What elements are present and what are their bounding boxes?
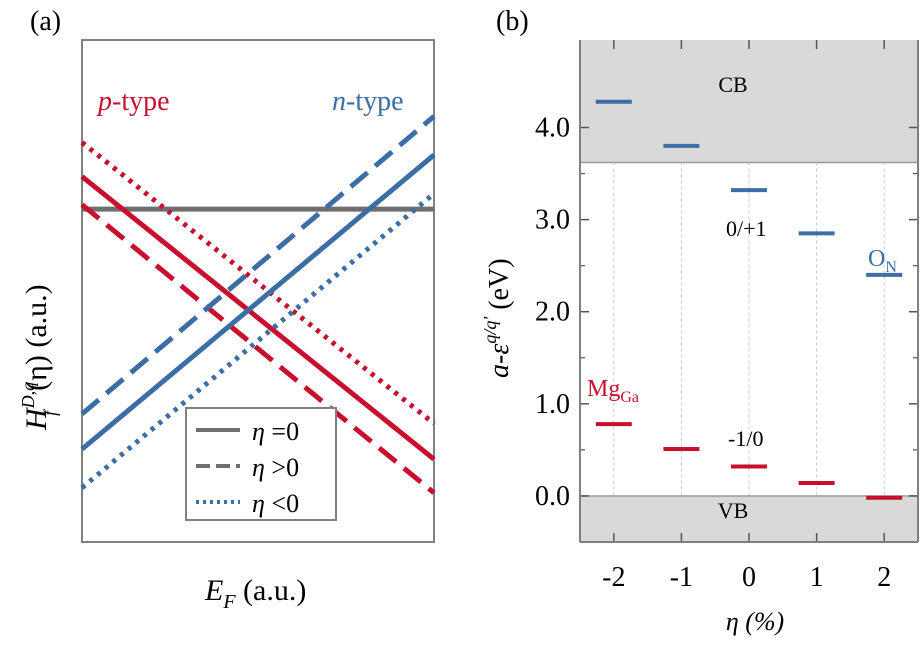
o-series-label: ON: [868, 246, 897, 276]
panel-a-ylabel: HD,qf(η) (a.u.): [18, 284, 60, 431]
panel-b-ticks: 0.0 1.0 2.0 3.0 4.0 -2 -1 0 1 2: [535, 40, 918, 593]
panel-b: (b) 0.0 1.0 2.0 3.0 4.0 -2 -1 0 1 2 CB VB 0/+1 -1…: [480, 6, 919, 636]
mg-transition-label: -1/0: [728, 426, 763, 451]
panel-a-series: [80, 114, 436, 495]
line-n-type-dashed: [80, 114, 436, 416]
panel-b-grid: [613, 162, 885, 496]
y-tick-label: 1.0: [535, 389, 570, 420]
line-p-type-dotted: [80, 140, 436, 426]
x-tick-label: -1: [670, 562, 693, 593]
line-p-type-solid: [80, 174, 436, 462]
band-cb: [580, 40, 918, 163]
line-n-type-solid: [80, 153, 436, 452]
cb-band-label: CB: [718, 72, 747, 97]
mg-series-label: MgGa: [587, 376, 639, 406]
panel-b-label: (b): [496, 6, 529, 37]
y-tick-label: 4.0: [535, 113, 570, 144]
x-tick-label: 2: [877, 562, 891, 593]
x-tick-label: 0: [742, 562, 756, 593]
line-n-type-dotted: [80, 191, 436, 490]
panel-a-frame: [81, 39, 435, 543]
panel-b-marks: [595, 99, 903, 500]
legend-entry-solid: η =0: [252, 417, 299, 446]
legend: η =0 η >0 η <0: [185, 407, 337, 521]
panel-b-xlabel: η (%): [726, 607, 784, 636]
x-tick-label: -2: [602, 562, 625, 593]
panel-a: (a) p-type n-type η =0 η >0 η <0 EF (a.u…: [18, 6, 436, 613]
y-tick-label: 0.0: [535, 481, 570, 512]
panel-b-ylabel: a-εq/q' (eV): [480, 258, 515, 378]
o-transition-label: 0/+1: [726, 216, 767, 241]
x-tick-label: 1: [810, 562, 824, 593]
n-type-annotation: n-type: [332, 86, 404, 117]
legend-entry-dashed: η >0: [252, 453, 299, 482]
legend-entry-dotted: η <0: [252, 489, 299, 518]
p-type-annotation: p-type: [96, 86, 170, 117]
y-tick-label: 3.0: [535, 205, 570, 236]
line-p-type-dashed: [80, 202, 436, 495]
panel-a-label: (a): [30, 6, 61, 37]
vb-band-label: VB: [718, 498, 749, 523]
panel-a-xlabel: EF (a.u.): [204, 574, 306, 613]
y-tick-label: 2.0: [535, 297, 570, 328]
